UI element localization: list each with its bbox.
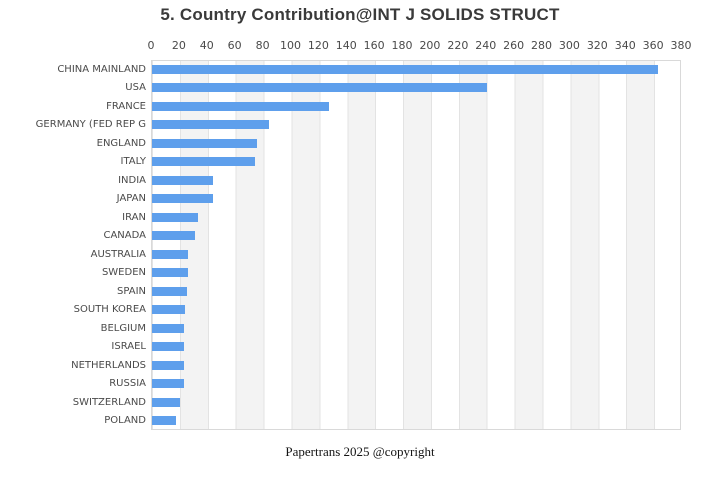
y-axis-label: ITALY	[120, 156, 146, 168]
y-axis-label: IRAN	[122, 211, 146, 223]
x-tick-label: 40	[199, 39, 214, 52]
y-axis-label: SPAIN	[116, 285, 146, 297]
bar	[152, 175, 214, 185]
y-axis-label: SWITZERLAND	[72, 396, 146, 408]
chart-title: 5. Country Contribution@INT J SOLIDS STR…	[160, 5, 560, 24]
y-axis-label: SOUTH KOREA	[73, 304, 146, 316]
x-tick-label: 380	[670, 39, 692, 52]
y-axis-label: GERMANY (FED REP G	[35, 119, 146, 131]
bar	[152, 249, 189, 259]
y-axis-label: CHINA MAINLAND	[57, 63, 146, 75]
y-axis-label: CANADA	[103, 230, 146, 242]
x-tick-label: 180	[391, 39, 413, 52]
x-tick-label: 160	[363, 39, 385, 52]
x-tick-label: 60	[227, 39, 242, 52]
x-tick-label: 20	[171, 39, 186, 52]
bar	[152, 342, 185, 352]
y-axis-label: ENGLAND	[96, 137, 146, 149]
y-axis-label: NETHERLANDS	[71, 359, 146, 371]
x-tick-label: 240	[475, 39, 497, 52]
x-tick-label: 260	[503, 39, 525, 52]
x-tick-label: 360	[642, 39, 664, 52]
x-tick-label: 120	[307, 39, 329, 52]
x-tick-label: 280	[531, 39, 553, 52]
bar	[152, 360, 185, 370]
y-axis-label: ISRAEL	[111, 341, 146, 353]
bar	[152, 286, 187, 296]
x-tick-label: 300	[558, 39, 580, 52]
bar	[152, 231, 196, 241]
bar	[152, 157, 256, 167]
y-axis-label: USA	[125, 82, 146, 94]
x-tick-label: 100	[279, 39, 301, 52]
y-axis-label: FRANCE	[106, 100, 146, 112]
y-axis-label: POLAND	[104, 415, 146, 427]
y-axis-label: RUSSIA	[109, 378, 146, 390]
plot-area	[151, 60, 681, 430]
bar	[152, 83, 487, 93]
bar	[152, 379, 185, 389]
bar	[152, 194, 214, 204]
y-axis-label: AUSTRALIA	[90, 248, 146, 260]
bar	[152, 120, 270, 130]
x-tick-label: 80	[255, 39, 270, 52]
bar	[152, 323, 185, 333]
bar	[152, 101, 330, 111]
bar	[152, 416, 176, 426]
bar	[152, 212, 199, 222]
x-tick-label: 140	[335, 39, 357, 52]
bar	[152, 138, 257, 148]
x-tick-label: 220	[447, 39, 469, 52]
x-tick-label: 320	[586, 39, 608, 52]
y-axis-label: JAPAN	[116, 193, 146, 205]
bar	[152, 268, 189, 278]
y-axis-label: BELGIUM	[100, 322, 146, 334]
x-tick-label: 0	[147, 39, 155, 52]
y-axis-label: SWEDEN	[101, 267, 146, 279]
x-tick-label: 340	[614, 39, 636, 52]
bar	[152, 397, 180, 407]
bar	[152, 305, 186, 315]
chart-caption: Papertrans 2025 @copyright	[285, 444, 435, 459]
bar	[152, 64, 659, 74]
y-axis-label: INDIA	[118, 174, 146, 186]
x-tick-label: 200	[419, 39, 441, 52]
